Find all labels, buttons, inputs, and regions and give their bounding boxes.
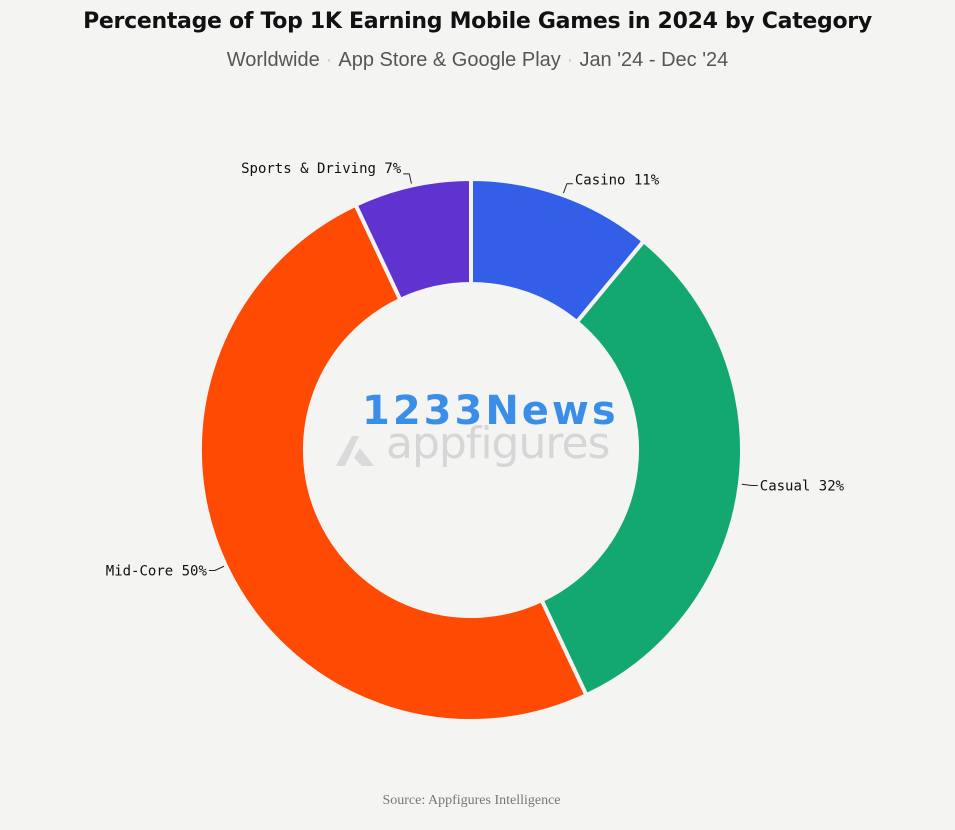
subtitle-region: Worldwide — [226, 49, 320, 71]
leader-line — [208, 565, 225, 571]
slice-label: Casino 11% — [575, 173, 660, 189]
chart-subtitle: Worldwide · App Store & Google Play · Jan '2… — [0, 49, 955, 72]
slice-mid-core — [197, 202, 589, 724]
slice-label: Casual 32% — [760, 478, 845, 494]
slice-label: Sports & Driving 7% — [241, 161, 402, 177]
label-leader-lines — [208, 173, 758, 571]
leader-line — [403, 173, 412, 184]
slice-label: Mid-Core 50% — [106, 563, 208, 579]
slice-casual — [539, 239, 744, 698]
leader-line — [563, 183, 573, 194]
leader-line — [741, 483, 758, 486]
appfigures-logo-wordmark: appfigures — [386, 418, 610, 469]
chart-title: Percentage of Top 1K Earning Mobile Game… — [83, 9, 872, 34]
subtitle-separator: · — [325, 49, 333, 71]
subtitle-separator: · — [566, 49, 574, 71]
subtitle-stores: App Store & Google Play — [338, 49, 561, 71]
donut-slices — [197, 177, 744, 724]
news-watermark: 1233News — [362, 388, 619, 434]
source-note: Source: Appfigures Intelligence — [382, 793, 561, 808]
slice-sports-driving — [353, 177, 473, 302]
subtitle-period: Jan '24 - Dec '24 — [579, 49, 729, 71]
slice-labels: Casino 11% Casual 32% Mid-Core 50% Sports &… — [106, 161, 845, 580]
appfigures-logo-icon — [336, 436, 374, 466]
